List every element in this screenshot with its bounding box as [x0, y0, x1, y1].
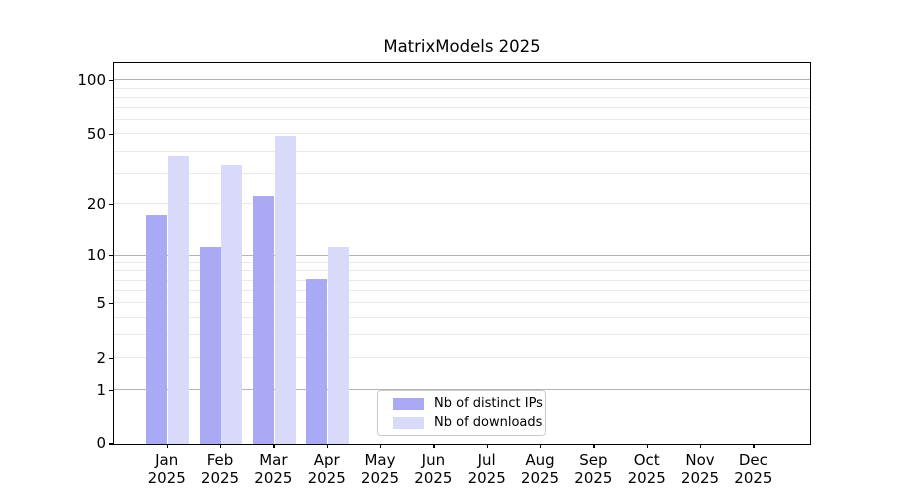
bar-apr-ips [306, 279, 328, 444]
gridline-10 [114, 254, 810, 256]
legend-row-distinct-ips: Nb of distinct IPs [393, 397, 545, 410]
x-tick-jun [433, 444, 435, 448]
x-tick-nov [700, 444, 702, 448]
chart-title: MatrixModels 2025 [383, 37, 541, 56]
x-tick-label-sep: Sep 2025 [561, 451, 625, 487]
x-tick-label-jan: Jan 2025 [135, 451, 199, 487]
x-tick-label-nov: Nov 2025 [668, 451, 732, 487]
gridline-30 [114, 172, 810, 174]
y-tick-label-100: 100 [77, 70, 106, 89]
x-tick-year-mar: 2025 [254, 468, 293, 487]
gridline-7 [114, 279, 810, 281]
x-tick-label-oct: Oct 2025 [615, 451, 679, 487]
x-tick-year-sep: 2025 [574, 468, 613, 487]
y-tick-20 [109, 203, 113, 206]
y-tick-label-20: 20 [86, 194, 106, 213]
x-tick-label-aug: Aug 2025 [508, 451, 572, 487]
legend-label-downloads: Nb of downloads [434, 415, 543, 430]
x-tick-feb [220, 444, 222, 448]
x-tick-year-aug: 2025 [520, 468, 560, 487]
x-tick-year-may: 2025 [360, 468, 400, 487]
y-tick-label-1: 1 [96, 380, 106, 399]
y-tick-50 [109, 133, 113, 135]
x-tick-oct [646, 444, 649, 448]
x-tick-year-oct: 2025 [627, 468, 666, 487]
legend: Nb of distinct IPs Nb of downloads [377, 390, 546, 436]
x-tick-year-jan: 2025 [147, 468, 186, 487]
y-tick-100 [109, 79, 113, 81]
legend-label-distinct-ips: Nb of distinct IPs [434, 396, 543, 411]
legend-swatch-downloads [393, 416, 424, 429]
gridline-60 [114, 119, 810, 121]
gridline-1 [114, 389, 810, 391]
x-tick-label-jun: Jun 2025 [401, 451, 465, 487]
gridline-70 [114, 107, 810, 109]
y-tick-label-50: 50 [86, 124, 106, 143]
y-tick-label-5: 5 [96, 293, 106, 312]
gridline-50 [114, 133, 810, 135]
gridline-40 [114, 150, 810, 152]
gridline-3 [114, 334, 810, 336]
x-tick-aug [540, 444, 542, 448]
gridline-80 [114, 96, 810, 98]
legend-swatch-distinct-ips [393, 397, 424, 410]
x-tick-mar [273, 444, 275, 448]
bar-feb-downloads [221, 164, 243, 444]
x-tick-apr [326, 444, 329, 448]
x-tick-year-jul: 2025 [467, 468, 506, 487]
gridline-5 [114, 302, 810, 304]
bar-jan-ips [146, 214, 168, 444]
legend-row-downloads: Nb of downloads [393, 416, 545, 429]
bar-apr-downloads [327, 247, 350, 444]
x-tick-may [380, 444, 382, 448]
y-tick-1 [109, 389, 113, 391]
bar-mar-downloads [274, 135, 296, 444]
gridline-2 [114, 357, 810, 359]
gridline-100 [114, 79, 810, 81]
bar-feb-ips [199, 247, 221, 444]
x-tick-label-dec: Dec 2025 [721, 451, 785, 487]
plot-area [113, 62, 811, 445]
x-tick-jan [166, 444, 169, 448]
x-tick-label-mar: Mar 2025 [241, 451, 305, 487]
y-tick-10 [109, 254, 113, 257]
bar-jan-downloads [167, 155, 190, 444]
y-tick-0 [109, 443, 113, 445]
x-tick-label-jul: Jul 2025 [455, 451, 519, 487]
x-tick-year-nov: 2025 [680, 468, 720, 487]
x-tick-year-feb: 2025 [200, 468, 240, 487]
x-tick-label-feb: Feb 2025 [188, 451, 252, 487]
y-tick-label-2: 2 [96, 348, 106, 367]
gridline-4 [114, 316, 810, 318]
gridline-90 [114, 87, 810, 89]
bar-mar-ips [252, 195, 275, 444]
x-tick-label-may: May 2025 [348, 451, 412, 487]
x-tick-sep [593, 444, 595, 448]
y-tick-label-10: 10 [86, 245, 106, 264]
y-tick-5 [109, 302, 113, 305]
gridline-6 [114, 290, 810, 292]
x-tick-year-dec: 2025 [734, 468, 773, 487]
x-tick-year-apr: 2025 [307, 468, 346, 487]
y-tick-label-0: 0 [96, 434, 106, 453]
x-tick-year-jun: 2025 [414, 468, 453, 487]
gridline-8 [114, 270, 810, 272]
gridline-20 [114, 203, 810, 205]
y-tick-2 [109, 357, 113, 359]
x-tick-jul [486, 444, 489, 448]
gridline-9 [114, 262, 810, 263]
x-tick-label-apr: Apr 2025 [295, 451, 359, 487]
x-tick-dec [753, 444, 755, 448]
